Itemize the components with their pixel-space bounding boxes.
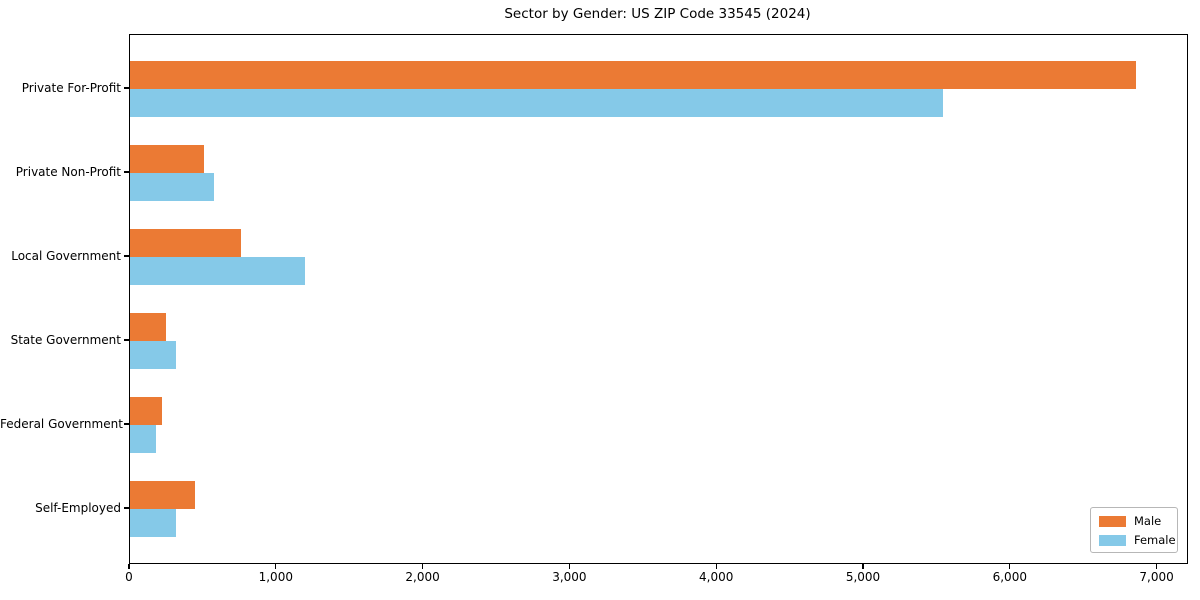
bar-male-local-government <box>130 229 241 257</box>
x-tick-label-5000: 5,000 <box>845 570 881 584</box>
legend-item-male: Male <box>1099 514 1169 528</box>
y-tick-label-federal-government: Federal Government <box>0 417 123 431</box>
x-tick-mark <box>862 563 864 569</box>
y-tick-label-local-government: Local Government <box>11 249 121 263</box>
x-tick-label-4000: 4,000 <box>699 570 734 584</box>
x-tick-label-7000: 7,000 <box>1139 570 1174 584</box>
y-tick-label-state-government: State Government <box>10 333 121 347</box>
bar-female-federal-government <box>130 425 157 453</box>
bar-male-self-employed <box>130 481 195 509</box>
x-tick-mark <box>421 563 424 569</box>
y-tick-mark <box>124 423 129 425</box>
legend-label-male: Male <box>1134 514 1162 528</box>
bar-male-private-for-profit <box>130 61 1136 89</box>
legend-swatch-male <box>1099 515 1126 527</box>
x-tick-mark <box>128 563 130 569</box>
x-tick-label-3000: 3,000 <box>552 570 587 584</box>
x-tick-mark <box>1155 563 1158 569</box>
bar-female-self-employed <box>130 509 176 537</box>
bar-female-private-for-profit <box>130 89 944 117</box>
bar-female-state-government <box>130 341 177 369</box>
y-tick-label-private-for-profit: Private For-Profit <box>21 81 121 95</box>
bar-male-private-non-profit <box>130 145 205 173</box>
y-tick-label-self-employed: Self-Employed <box>35 501 121 515</box>
y-tick-mark <box>124 507 129 509</box>
bar-female-local-government <box>130 257 305 285</box>
bar-male-federal-government <box>130 397 162 425</box>
legend-swatch-female <box>1099 534 1126 546</box>
x-tick-mark <box>275 563 277 569</box>
y-tick-label-private-non-profit: Private Non-Profit <box>15 165 121 179</box>
bar-male-state-government <box>130 313 166 341</box>
x-tick-mark <box>568 563 571 569</box>
y-tick-mark <box>124 171 129 173</box>
y-tick-mark <box>124 87 129 89</box>
bar-female-private-non-profit <box>130 173 214 201</box>
y-tick-mark <box>124 255 129 257</box>
x-tick-label-2000: 2,000 <box>405 570 440 584</box>
x-tick-mark <box>715 563 717 569</box>
x-tick-label-1000: 1,000 <box>258 570 293 584</box>
legend-label-female: Female <box>1134 533 1176 547</box>
x-tick-label-6000: 6,000 <box>992 570 1027 584</box>
legend: Male Female <box>1090 507 1178 553</box>
plot-area <box>129 34 1188 564</box>
x-tick-mark <box>1009 563 1011 569</box>
legend-item-female: Female <box>1099 533 1176 547</box>
x-tick-label-0: 0 <box>125 570 133 584</box>
y-tick-mark <box>124 339 129 341</box>
chart-title: Sector by Gender: US ZIP Code 33545 (202… <box>504 6 811 22</box>
